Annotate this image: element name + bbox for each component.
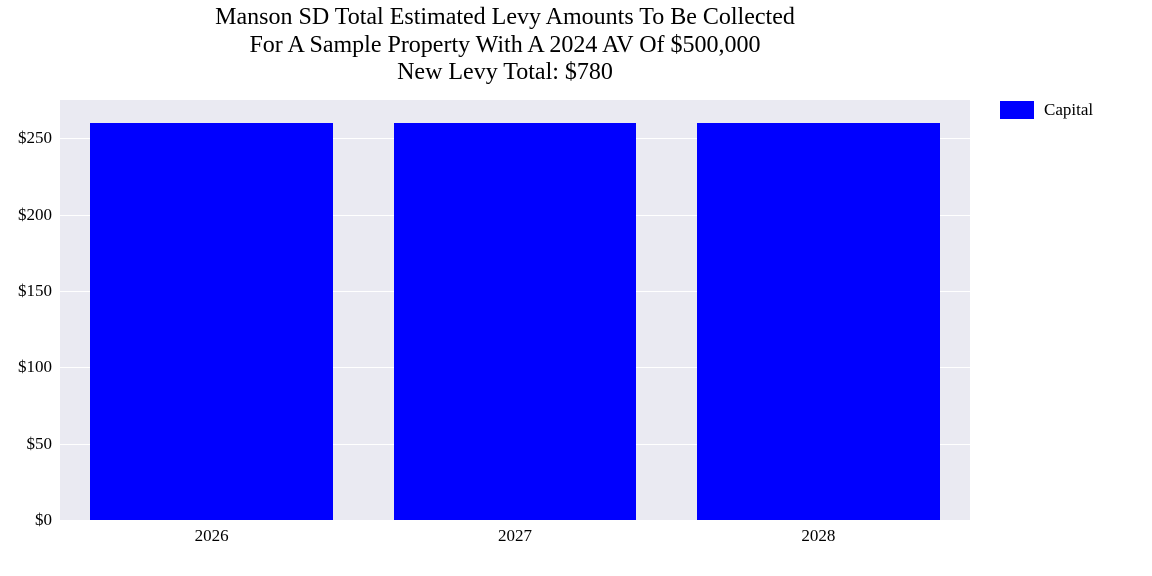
y-tick-label: $250 — [0, 128, 52, 148]
chart-title-line-3: New Levy Total: $780 — [0, 59, 1010, 87]
gridline — [60, 520, 970, 521]
x-tick-label: 2028 — [801, 526, 835, 546]
bar — [90, 123, 333, 520]
legend-label: Capital — [1044, 100, 1093, 120]
x-tick-label: 2026 — [195, 526, 229, 546]
chart-title-line-1: Manson SD Total Estimated Levy Amounts T… — [0, 4, 1010, 32]
legend: Capital — [1000, 100, 1140, 120]
y-tick-label: $150 — [0, 281, 52, 301]
y-tick-label: $0 — [0, 510, 52, 530]
chart-title: Manson SD Total Estimated Levy Amounts T… — [0, 4, 1010, 87]
y-tick-label: $100 — [0, 357, 52, 377]
legend-item-capital: Capital — [1000, 100, 1140, 120]
chart-title-line-2: For A Sample Property With A 2024 AV Of … — [0, 32, 1010, 60]
bar — [394, 123, 637, 520]
chart-container: Manson SD Total Estimated Levy Amounts T… — [0, 0, 1152, 576]
x-tick-label: 2027 — [498, 526, 532, 546]
bar — [697, 123, 940, 520]
y-tick-label: $200 — [0, 205, 52, 225]
y-tick-label: $50 — [0, 434, 52, 454]
plot-area: $0$50$100$150$200$250202620272028 — [60, 100, 970, 520]
legend-swatch — [1000, 101, 1034, 119]
